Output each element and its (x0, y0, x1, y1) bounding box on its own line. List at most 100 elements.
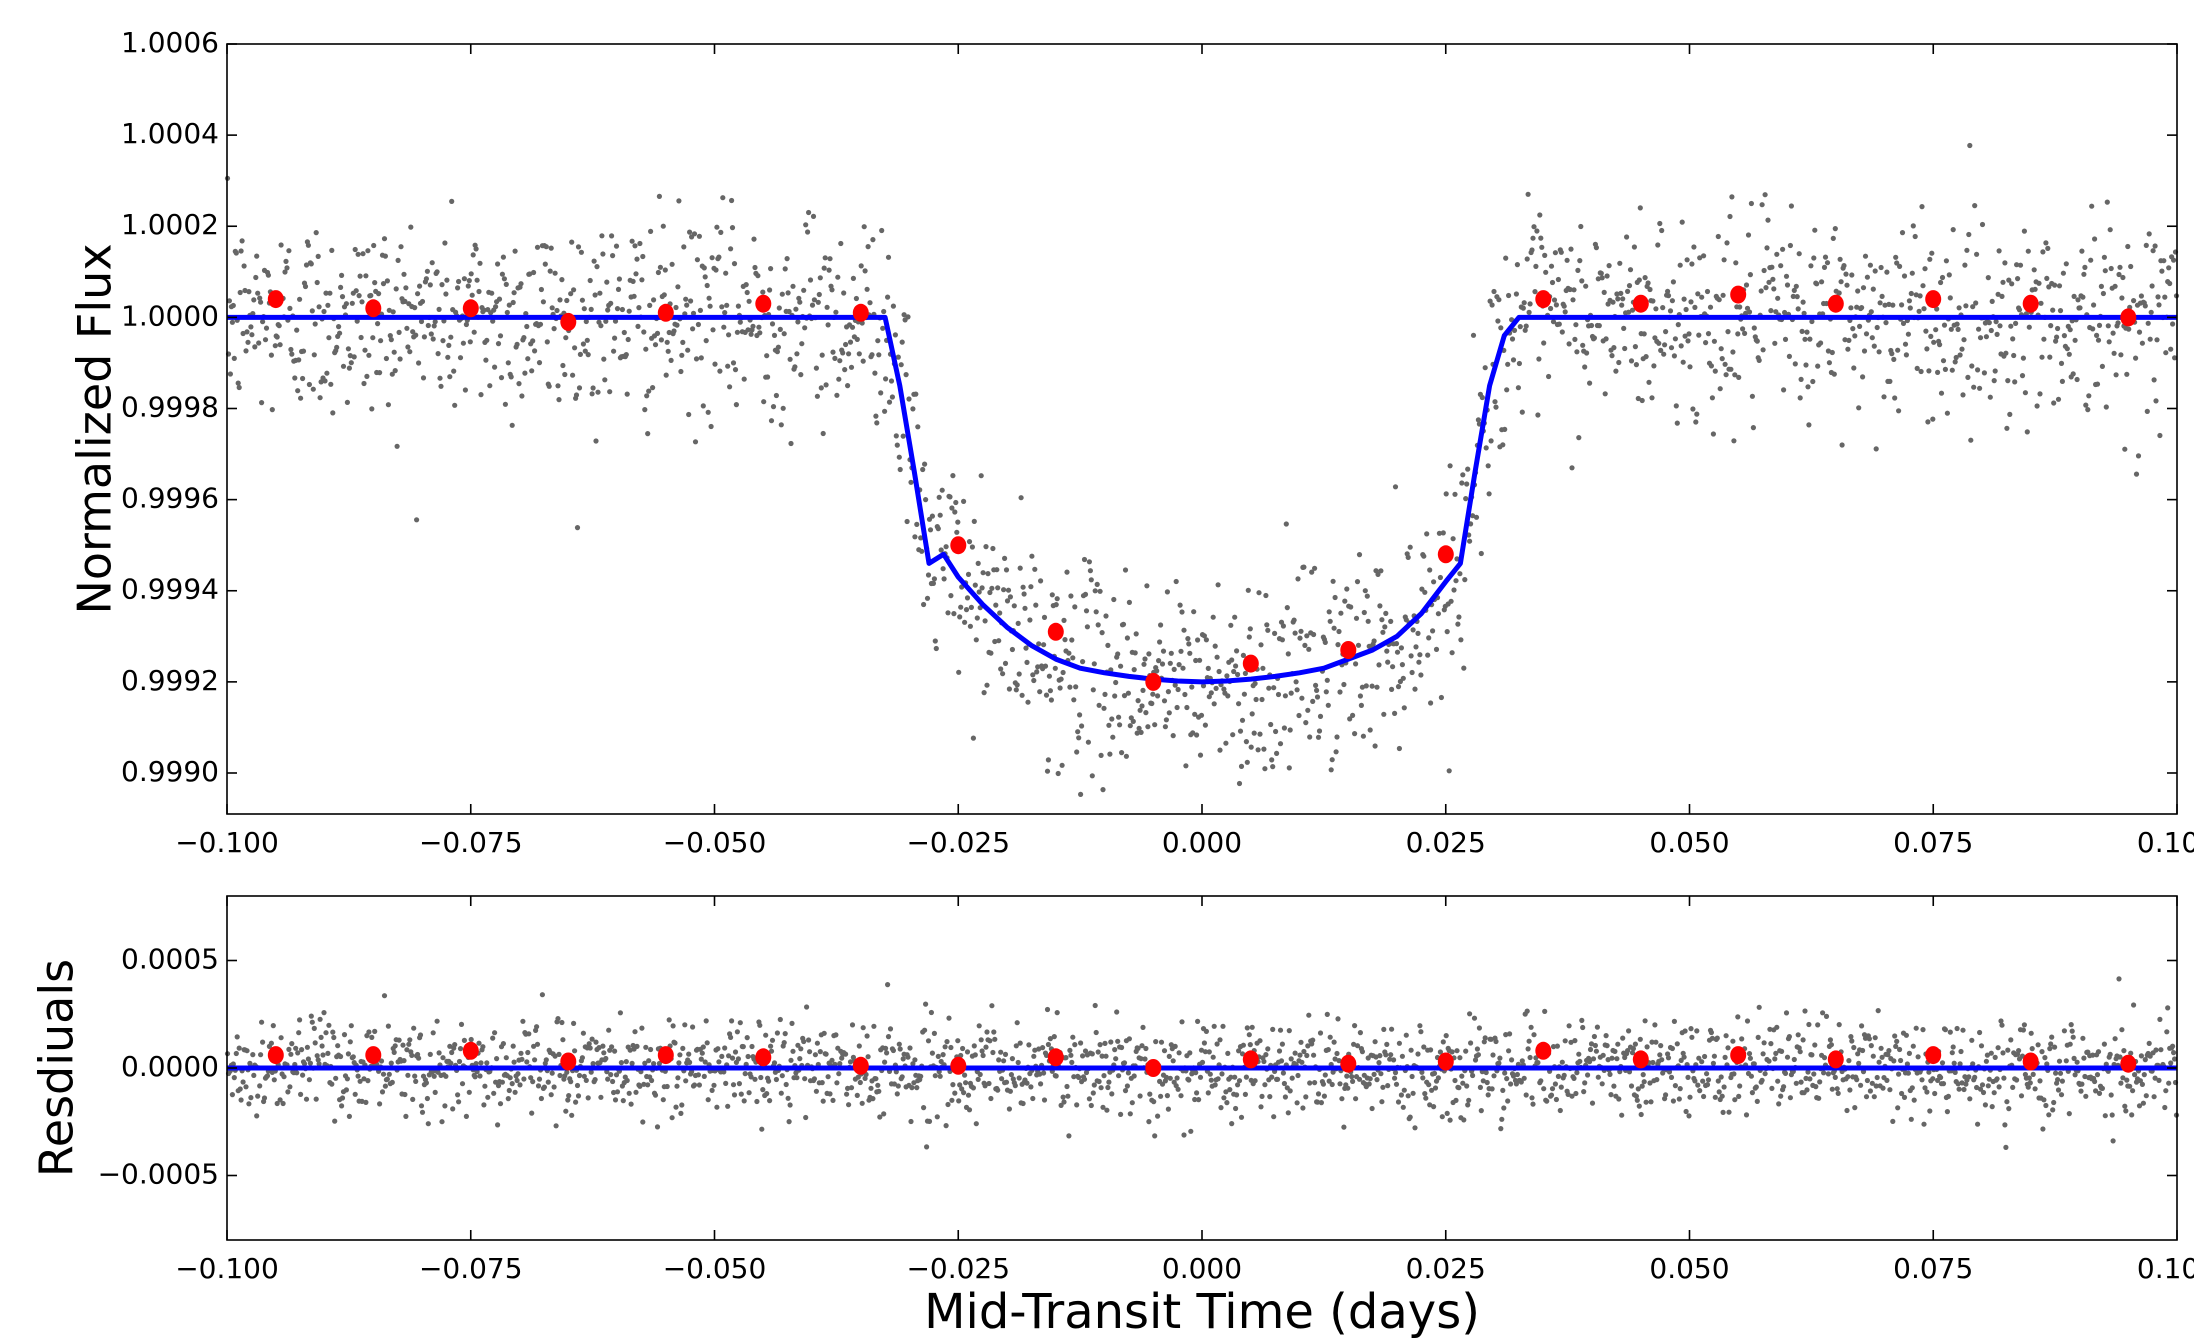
raw-point (1659, 227, 1665, 234)
raw-point (1736, 1093, 1742, 1099)
raw-point (656, 1060, 663, 1067)
raw-point (1909, 1085, 1915, 1091)
raw-point (401, 271, 407, 277)
raw-point (478, 392, 484, 398)
raw-point (1695, 291, 1701, 297)
raw-point (462, 387, 468, 393)
raw-point (327, 290, 333, 296)
raw-point (716, 1059, 722, 1065)
raw-point (2110, 1138, 2116, 1144)
raw-point (1527, 301, 1533, 307)
raw-point (1132, 650, 1138, 656)
raw-point (1971, 384, 1977, 390)
raw-point (403, 285, 409, 291)
raw-point (1747, 1055, 1753, 1061)
x-tick-label: −0.025 (906, 1252, 1010, 1285)
raw-point (1966, 231, 1972, 238)
raw-point (1206, 1049, 1212, 1055)
raw-point (1692, 1078, 1698, 1084)
raw-point (1832, 226, 1838, 232)
raw-point (2123, 1108, 2129, 1114)
raw-point (1383, 610, 1389, 617)
raw-point (1234, 1092, 1240, 1098)
raw-point (1653, 1039, 1659, 1045)
raw-point (1463, 496, 1469, 502)
flux-panel-frame (226, 43, 2178, 815)
raw-point (1424, 531, 1430, 537)
residual-raw-points (224, 976, 2180, 1150)
raw-point (526, 1031, 532, 1037)
raw-point (1984, 1052, 1990, 1058)
raw-point (1305, 707, 1311, 713)
raw-point (620, 1098, 626, 1104)
raw-point (1963, 303, 1969, 309)
raw-point (1161, 1048, 1168, 1054)
raw-point (1459, 1073, 1465, 1079)
raw-point (1207, 1071, 1213, 1077)
raw-point (1496, 297, 1502, 303)
raw-point (1501, 1105, 1507, 1111)
raw-point (235, 380, 241, 386)
raw-point (1525, 191, 1531, 197)
raw-point (1127, 723, 1133, 729)
raw-point (339, 294, 346, 300)
raw-point (1886, 301, 1892, 307)
raw-point (2034, 403, 2040, 409)
raw-point (912, 534, 918, 540)
raw-point (873, 1076, 879, 1082)
raw-point (978, 473, 984, 479)
raw-point (657, 264, 664, 270)
raw-point (1248, 744, 1254, 750)
raw-point (864, 1033, 870, 1039)
raw-point (870, 237, 876, 243)
raw-point (1393, 1081, 1400, 1087)
raw-point (833, 1032, 839, 1038)
raw-point (2166, 265, 2172, 271)
raw-point (321, 1010, 327, 1016)
raw-point (1874, 324, 1880, 331)
raw-point (468, 1036, 474, 1043)
raw-point (2108, 265, 2114, 272)
raw-point (577, 351, 584, 357)
raw-point (1882, 302, 1888, 308)
raw-point (1521, 300, 1527, 306)
raw-point (992, 638, 998, 645)
raw-point (1131, 667, 1137, 673)
raw-point (1778, 263, 1784, 269)
raw-point (1610, 299, 1616, 305)
raw-point (1781, 1084, 1787, 1090)
raw-point (1607, 1071, 1613, 1077)
raw-point (2059, 1078, 2065, 1084)
raw-point (262, 337, 269, 343)
raw-point (2037, 391, 2043, 397)
raw-point (904, 518, 910, 525)
raw-point (804, 1004, 810, 1010)
raw-point (591, 258, 597, 264)
raw-point (830, 349, 836, 355)
raw-point (858, 263, 864, 269)
raw-point (990, 545, 996, 552)
raw-point (1492, 399, 1498, 405)
raw-point (549, 305, 555, 311)
raw-point (663, 372, 669, 378)
raw-point (521, 335, 527, 341)
raw-point (1172, 1043, 1178, 1049)
raw-point (311, 1025, 317, 1031)
raw-point (1578, 223, 1584, 230)
raw-point (2124, 371, 2130, 377)
raw-point (2156, 302, 2162, 308)
raw-point (717, 368, 723, 374)
raw-point (455, 285, 461, 291)
raw-point (261, 1095, 268, 1101)
raw-point (640, 1119, 646, 1125)
raw-point (1144, 583, 1150, 589)
raw-point (318, 379, 324, 385)
raw-point (524, 1059, 530, 1065)
raw-point (895, 1083, 901, 1089)
raw-point (414, 517, 420, 523)
binned-point (1632, 294, 1649, 313)
raw-point (746, 1090, 752, 1096)
raw-point (1654, 1077, 1660, 1083)
raw-point (1813, 1084, 1819, 1090)
raw-point (1701, 253, 1707, 259)
